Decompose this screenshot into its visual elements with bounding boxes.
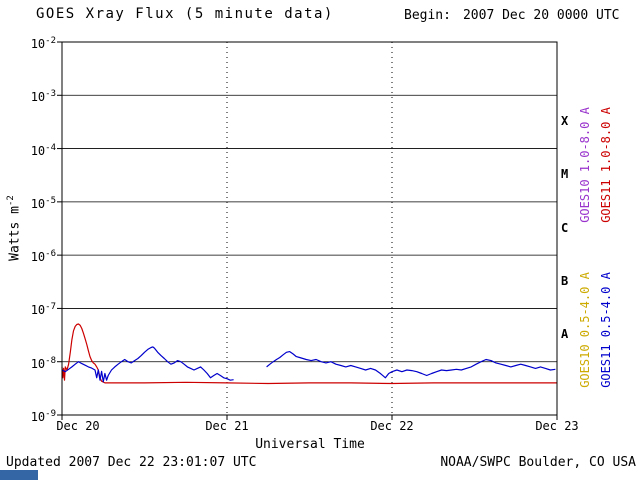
y-tick-label: 10-4 xyxy=(30,142,56,158)
y-axis-label: Watts m-2 xyxy=(6,168,22,288)
flare-class-A: A xyxy=(561,327,569,342)
flare-class-X: X xyxy=(561,113,569,128)
x-axis-label: Universal Time xyxy=(255,437,365,452)
source-credit: NOAA/SWPC Boulder, CO USA xyxy=(440,455,636,470)
x-tick-label: Dec 22 xyxy=(370,419,414,433)
begin-timestamp: Begin: 2007 Dec 20 0000 UTC xyxy=(404,8,620,23)
flare-class-B: B xyxy=(561,273,569,288)
window-fragment xyxy=(0,470,38,480)
y-tick-label: 10-6 xyxy=(30,249,56,265)
y-tick-label: 10-3 xyxy=(30,89,56,105)
legend-goes11-0-5-4-0-a: GOES11 0.5-4.0 A xyxy=(599,272,613,388)
y-tick-label: 10-7 xyxy=(30,302,56,318)
series-goes11-0-5-4-0-a xyxy=(61,346,556,383)
x-tick-label: Dec 21 xyxy=(205,419,249,433)
begin-value: 2007 Dec 20 0000 UTC xyxy=(462,8,620,23)
y-tick-label: 10-8 xyxy=(30,355,56,371)
updated-timestamp: Updated 2007 Dec 22 23:01:07 UTC xyxy=(6,455,257,470)
chart-title: GOES Xray Flux (5 minute data) xyxy=(36,6,334,22)
x-tick-label: Dec 23 xyxy=(535,419,579,433)
y-tick-label: 10-2 xyxy=(30,36,56,51)
legend-goes11-1-0-8-0-a: GOES11 1.0-8.0 A xyxy=(599,107,613,223)
plot-border xyxy=(61,41,558,416)
y-tick-label: 10-9 xyxy=(30,409,56,424)
y-axis-label-text: Watts m xyxy=(7,206,23,261)
y-axis-label-exponent: -2 xyxy=(6,195,16,207)
flare-class-M: M xyxy=(561,167,569,182)
legend-goes10-0-5-4-0-a: GOES10 0.5-4.0 A xyxy=(578,272,592,388)
x-tick-label: Dec 20 xyxy=(56,419,100,433)
y-tick-label: 10-5 xyxy=(30,195,56,211)
legend-goes10-1-0-8-0-a: GOES10 1.0-8.0 A xyxy=(578,107,592,223)
flare-class-C: C xyxy=(561,220,569,235)
series-goes11-1-0-8-0-a xyxy=(61,323,557,385)
begin-label: Begin: xyxy=(404,8,451,23)
